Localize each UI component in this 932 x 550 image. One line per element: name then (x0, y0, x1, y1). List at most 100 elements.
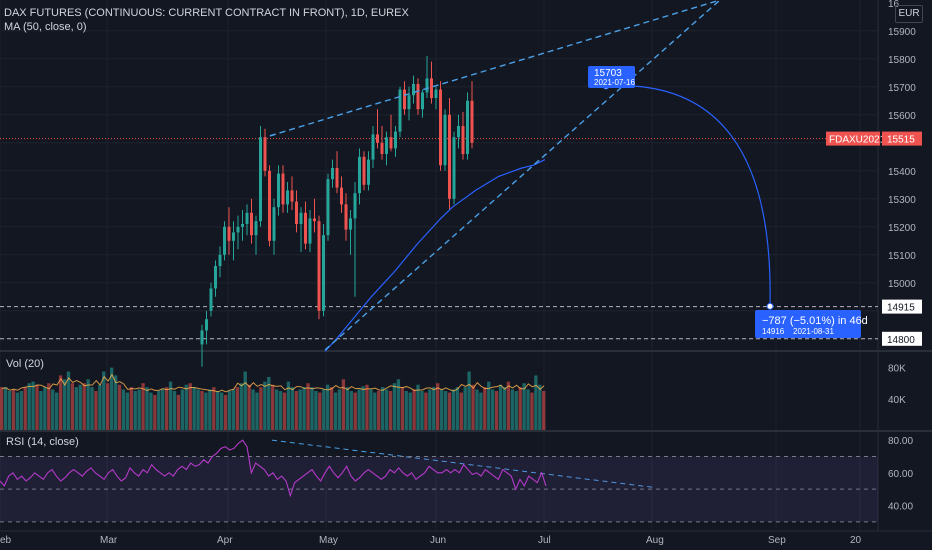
volume-bar-61 (239, 383, 243, 430)
time-label-Apr[interactable]: Apr (217, 535, 233, 546)
volume-bar-134 (526, 389, 530, 430)
time-axis[interactable]: eb Mar Apr May Jun Jul Aug Sep 20 (0, 535, 862, 546)
volume-bar-5 (19, 391, 23, 430)
projection-arc[interactable] (605, 84, 771, 307)
upper-trendline[interactable] (269, 0, 721, 137)
volume-bar-37 (145, 387, 149, 430)
volume-bar-35 (137, 389, 141, 430)
volume-bar-8 (31, 381, 35, 430)
candle-body-23 (304, 212, 307, 244)
price-tick-15600[interactable]: 15600 (888, 111, 916, 122)
volume-bar-34 (133, 391, 137, 430)
time-label-Jul[interactable]: Jul (538, 535, 551, 546)
projection-target-price: 14916 (762, 327, 785, 336)
volume-bar-4 (15, 392, 20, 430)
volume-bar-15 (58, 375, 63, 430)
candle-body-20 (290, 190, 294, 202)
volume-bar-16 (62, 379, 67, 430)
volume-bar-54 (212, 387, 216, 430)
last-price-tag-box (882, 131, 922, 146)
price-tick-15400[interactable]: 15400 (888, 167, 916, 178)
volume-bar-40 (157, 391, 161, 430)
volume-bar-108 (424, 392, 428, 430)
candle-body-4 (218, 254, 222, 266)
candle-body-31 (340, 187, 343, 205)
rsi-tick-80[interactable]: 80.00 (888, 436, 913, 447)
volume-bar-10 (39, 391, 43, 430)
rsi-line (0, 439, 547, 498)
indicator-label[interactable]: MA (50, close, 0) (4, 21, 87, 33)
time-label-May[interactable]: May (319, 535, 338, 546)
candle-body-55 (448, 114, 451, 199)
candle-body-3 (214, 266, 217, 289)
projection-start-box[interactable] (588, 66, 635, 88)
volume-bar-13 (51, 389, 55, 430)
volume-bar-94 (369, 389, 373, 430)
volume-bar-28 (109, 367, 114, 430)
volume-bar-109 (428, 389, 432, 430)
volume-bar-72 (282, 392, 287, 430)
volume-tick-80K[interactable]: 80K (888, 364, 906, 375)
time-label-Sep[interactable]: Sep (768, 535, 786, 546)
volume-bar-71 (278, 391, 283, 430)
price-tick-15700[interactable]: 15700 (888, 83, 916, 94)
candle-body-38 (371, 134, 375, 160)
pane-dividers (0, 0, 932, 532)
time-label-20[interactable]: 20 (850, 535, 862, 546)
rsi-layer (0, 439, 878, 523)
volume-bar-95 (373, 392, 377, 430)
currency-button[interactable]: EUR (895, 5, 923, 23)
price-axis[interactable]: 16 15900 15800 15700 15600 15400 15300 15200 151… (888, 0, 916, 513)
candle-body-6 (227, 226, 231, 241)
volume-bar-44 (172, 391, 177, 430)
lower-trendline[interactable] (324, 0, 721, 351)
volume-bar-48 (188, 383, 192, 430)
rsi-tick-60[interactable]: 60.00 (888, 469, 913, 480)
volume-bar-121 (475, 389, 479, 430)
level-tag-box-2 (882, 331, 922, 346)
volume-bar-124 (487, 381, 491, 430)
volume-bar-24 (94, 391, 98, 430)
candle-body-37 (367, 159, 370, 185)
trendline-start (269, 133, 276, 137)
price-tick-15000[interactable]: 15000 (888, 279, 916, 290)
volume-label[interactable]: Vol (20) (6, 358, 44, 370)
ma-line (324, 159, 546, 352)
volume-bar-97 (381, 387, 385, 430)
rsi-tick-40[interactable]: 40.00 (888, 502, 913, 513)
volume-bar-66 (259, 387, 263, 430)
volume-tick-40K[interactable]: 40K (888, 395, 906, 406)
volume-bar-93 (365, 384, 369, 430)
candle-body-43 (394, 131, 397, 149)
last-price-tag: 15515 (887, 135, 915, 146)
volume-bar-110 (432, 387, 436, 430)
volume-bar-129 (506, 381, 511, 430)
volume-bar-68 (267, 376, 271, 430)
time-label-Mar[interactable]: Mar (100, 535, 118, 546)
volume-bar-3 (11, 389, 16, 430)
price-tick-15900[interactable]: 15900 (888, 27, 916, 38)
level-tag-1: 14915 (887, 303, 915, 314)
time-label-Aug[interactable]: Aug (646, 535, 664, 546)
volume-bar-136 (534, 375, 538, 430)
projection-end-dot[interactable] (766, 302, 774, 310)
price-tick-15200[interactable]: 15200 (888, 223, 916, 234)
price-tick-15300[interactable]: 15300 (888, 195, 916, 206)
price-tick-15800[interactable]: 15800 (888, 55, 916, 66)
time-label-Jun[interactable]: Jun (430, 535, 446, 546)
volume-bars (0, 367, 546, 430)
volume-bar-80 (314, 391, 318, 430)
volume-bar-118 (463, 387, 467, 430)
volume-bar-128 (502, 387, 507, 430)
volume-bar-52 (204, 392, 208, 430)
time-label-eb[interactable]: eb (0, 535, 12, 546)
price-tick-16[interactable]: 16 (888, 0, 900, 10)
rsi-label[interactable]: RSI (14, close) (6, 436, 79, 448)
candle-body-18 (281, 173, 285, 205)
price-tick-15100[interactable]: 15100 (888, 251, 916, 262)
projection-end-box[interactable] (755, 310, 861, 338)
candle-body-22 (299, 212, 303, 224)
volume-bar-120 (471, 384, 475, 430)
